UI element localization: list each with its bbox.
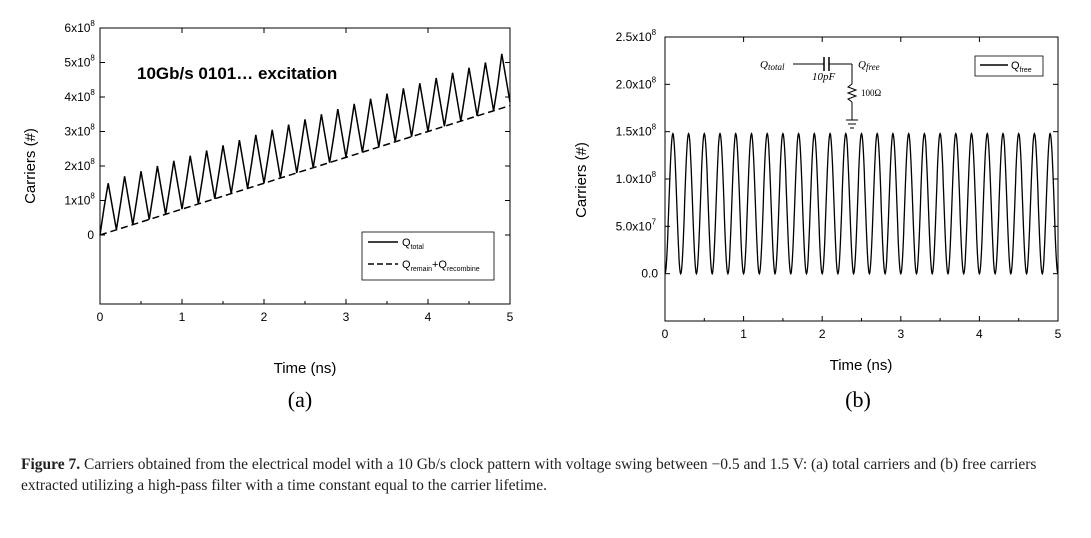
legend-q-free-sub: free (1020, 67, 1032, 74)
legend-box-a (361, 231, 495, 281)
y-tick-exponent: 8 (90, 19, 95, 28)
caption-label: Figure 7. (21, 456, 81, 473)
x-tick-label: 0 (662, 327, 669, 341)
circuit-output-sub: free (866, 62, 880, 72)
x-axis-b: 0 1 2 3 4 5 (662, 37, 1062, 341)
y-axis-label-a: Carriers (#) (22, 128, 39, 204)
legend-box-b (974, 55, 1044, 77)
circuit-input-name: Q (760, 59, 768, 71)
y-tick-label: 2x108 (64, 157, 95, 173)
plot-area-frame-b (664, 36, 1059, 322)
y-tick-label: 1x108 (64, 192, 95, 208)
x-tick-label: 0 (97, 310, 104, 324)
y-tick-base: 1.0x10 (616, 172, 652, 186)
y-tick-label: 6x108 (64, 19, 95, 35)
x-tick-label: 2 (261, 310, 268, 324)
x-tick-label: 5 (507, 310, 514, 324)
figure-caption: Figure 7. Carriers obtained from the ele… (21, 454, 1071, 496)
legend-entry-q-remain-recombine: Qremain+Qrecombine (402, 259, 480, 273)
y-tick-label: 4x108 (64, 88, 95, 104)
x-tick-label: 1 (179, 310, 186, 324)
legend-b: Qfree (974, 55, 1044, 77)
legend-a: Qtotal Qremain+Qrecombine (361, 231, 495, 281)
y-tick-label: 5.0x107 (616, 217, 657, 233)
y-tick-base: 1.5x10 (616, 125, 652, 139)
x-tick-label: 4 (976, 327, 983, 341)
excitation-annotation: 10Gb/s 0101… excitation (137, 64, 337, 83)
high-pass-circuit-diagram: Qtotal 10pF Qfree 100Ω (760, 57, 882, 129)
circuit-input-sub: total (768, 62, 785, 72)
x-tick-label: 1 (740, 327, 747, 341)
y-tick-label: 1.5x108 (616, 123, 657, 139)
capacitor-value-label: 10pF (812, 71, 836, 83)
x-tick-label: 5 (1055, 327, 1062, 341)
circuit-output-label: Qfree (858, 59, 880, 72)
legend-q-total-sub: total (411, 244, 425, 251)
legend-q-recombine-name: +Q (432, 259, 447, 271)
y-tick-label: 1.0x108 (616, 170, 657, 186)
x-tick-label: 3 (897, 327, 904, 341)
y-tick-label: 2.0x108 (616, 75, 657, 91)
panel-label-b: (b) (845, 387, 871, 412)
x-axis-a: 0 1 2 3 4 5 (97, 28, 514, 324)
y-tick-exponent: 8 (90, 192, 95, 201)
y-tick-base: 6x10 (64, 21, 90, 35)
legend-q-recombine-sub: recombine (447, 266, 480, 273)
y-tick-base: 4x10 (64, 90, 90, 104)
x-tick-label: 3 (343, 310, 350, 324)
series-q-free-line (664, 132, 1059, 276)
y-tick-label: 5x108 (64, 54, 95, 70)
x-axis-label-b: Time (ns) (830, 357, 893, 374)
y-tick-exponent: 8 (652, 28, 657, 37)
legend-q-total-name: Q (402, 237, 411, 249)
resistor-symbol (846, 83, 858, 103)
y-tick-label: 0.0 (641, 267, 658, 281)
y-tick-exponent: 7 (652, 217, 657, 226)
legend-q-remain-sub: remain (411, 266, 433, 273)
y-tick-exponent: 8 (652, 170, 657, 179)
y-tick-exponent: 8 (652, 75, 657, 84)
y-tick-base: 2.5x10 (616, 30, 652, 44)
x-tick-label: 2 (819, 327, 826, 341)
y-tick-base: 1x10 (64, 194, 90, 208)
x-tick-label: 4 (425, 310, 432, 324)
legend-q-remain-name: Q (402, 259, 411, 271)
y-tick-base: 3x10 (64, 125, 90, 139)
circuit-output-name: Q (858, 59, 866, 71)
y-tick-exponent: 8 (90, 54, 95, 63)
y-tick-base: 5.0x10 (616, 219, 652, 233)
y-tick-label: 3x108 (64, 123, 95, 139)
y-axis-label-b: Carriers (#) (573, 142, 590, 218)
resistor-value-label: 100Ω (861, 88, 882, 98)
x-axis-label-a: Time (ns) (274, 360, 337, 377)
legend-q-free-name: Q (1011, 60, 1020, 72)
caption-text: Carriers obtained from the electrical mo… (21, 456, 1037, 494)
y-tick-exponent: 8 (90, 123, 95, 132)
legend-entry-q-total: Qtotal (402, 237, 424, 251)
y-tick-exponent: 8 (90, 157, 95, 166)
series-q-remain-recombine-line (99, 104, 511, 236)
y-tick-exponent: 8 (652, 123, 657, 132)
circuit-input-label: Qtotal (760, 59, 785, 72)
y-tick-label: 0 (87, 228, 94, 242)
y-tick-base: 2x10 (64, 159, 90, 173)
y-tick-base: 2.0x10 (616, 77, 652, 91)
legend-entry-q-free: Qfree (1011, 60, 1032, 74)
y-tick-exponent: 8 (90, 88, 95, 97)
y-tick-label: 2.5x108 (616, 28, 657, 44)
series-q-total-line (99, 53, 511, 236)
panel-label-a: (a) (288, 387, 312, 412)
y-tick-base: 5x10 (64, 56, 90, 70)
